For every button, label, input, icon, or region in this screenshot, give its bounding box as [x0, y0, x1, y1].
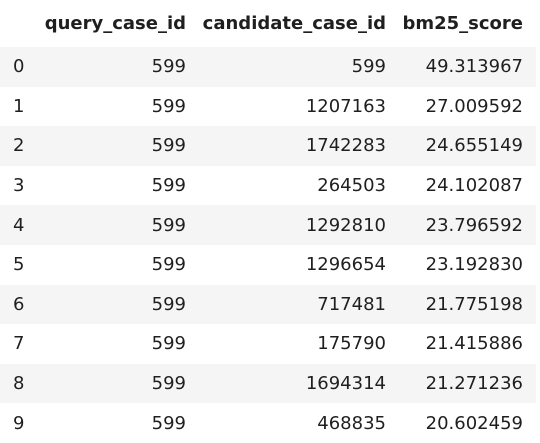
- index-column-header: [0, 0, 44, 47]
- column-header-query-case-id: query_case_id: [44, 13, 186, 34]
- row-index: 0: [13, 56, 25, 78]
- row-index: 9: [13, 412, 25, 434]
- row-index: 7: [13, 333, 25, 355]
- row-index: 4: [13, 214, 25, 236]
- cell-query-case-id: 599: [151, 135, 186, 157]
- cell-bm25-score: 20.602459: [425, 412, 523, 434]
- cell-bm25-score: 23.796592: [425, 214, 523, 236]
- cell-query-case-id: 599: [151, 95, 186, 117]
- table-row: 0 599 599 49.313967: [0, 47, 536, 87]
- row-index: 5: [13, 254, 25, 276]
- header-row: query_case_id candidate_case_id bm25_sco…: [0, 0, 536, 47]
- column-header-candidate-case-id: candidate_case_id: [202, 13, 386, 34]
- cell-bm25-score: 27.009592: [425, 95, 523, 117]
- cell-candidate-case-id: 1207163: [305, 95, 386, 117]
- cell-candidate-case-id: 717481: [317, 293, 386, 315]
- row-index: 3: [13, 175, 25, 197]
- cell-bm25-score: 21.415886: [425, 333, 523, 355]
- cell-query-case-id: 599: [151, 293, 186, 315]
- table-row: 7 599 175790 21.415886: [0, 324, 536, 364]
- table-row: 5 599 1296654 23.192830: [0, 244, 536, 285]
- cell-candidate-case-id: 1694314: [305, 373, 386, 395]
- cell-candidate-case-id: 599: [351, 56, 386, 78]
- cell-candidate-case-id: 468835: [317, 412, 386, 434]
- table-row: 2 599 1742283 24.655149: [0, 126, 536, 166]
- cell-bm25-score: 49.313967: [425, 56, 523, 78]
- cell-query-case-id: 599: [151, 175, 186, 197]
- cell-query-case-id: 599: [151, 373, 186, 395]
- table-header: query_case_id candidate_case_id bm25_sco…: [0, 0, 536, 47]
- cell-candidate-case-id: 175790: [317, 333, 386, 355]
- cell-bm25-score: 24.655149: [425, 135, 523, 157]
- cell-query-case-id: 599: [151, 254, 186, 276]
- cell-candidate-case-id: 1292810: [305, 214, 386, 236]
- cell-query-case-id: 599: [151, 56, 186, 78]
- cell-bm25-score: 24.102087: [425, 175, 523, 197]
- table-row: 4 599 1292810 23.796592: [0, 205, 536, 245]
- row-index: 8: [13, 373, 25, 395]
- cell-candidate-case-id: 1296654: [305, 254, 386, 276]
- row-index: 6: [13, 293, 25, 315]
- table-row: 8 599 1694314 21.271236: [0, 363, 536, 404]
- table-body: 0 599 599 49.313967 1 599 1207163 27.009…: [0, 47, 536, 443]
- row-index: 1: [13, 95, 25, 117]
- table-row: 1 599 1207163 27.009592: [0, 86, 536, 127]
- cell-query-case-id: 599: [151, 412, 186, 434]
- cell-bm25-score: 21.775198: [425, 293, 523, 315]
- cell-candidate-case-id: 264503: [317, 175, 386, 197]
- table-row: 6 599 717481 21.775198: [0, 284, 536, 325]
- cell-candidate-case-id: 1742283: [305, 135, 386, 157]
- row-index: 2: [13, 135, 25, 157]
- table-row: 3 599 264503 24.102087: [0, 165, 536, 206]
- cell-query-case-id: 599: [151, 333, 186, 355]
- table-row: 9 599 468835 20.602459: [0, 403, 536, 443]
- cell-bm25-score: 23.192830: [425, 254, 523, 276]
- cell-bm25-score: 21.271236: [425, 373, 523, 395]
- cell-query-case-id: 599: [151, 214, 186, 236]
- column-header-bm25-score: bm25_score: [402, 13, 523, 34]
